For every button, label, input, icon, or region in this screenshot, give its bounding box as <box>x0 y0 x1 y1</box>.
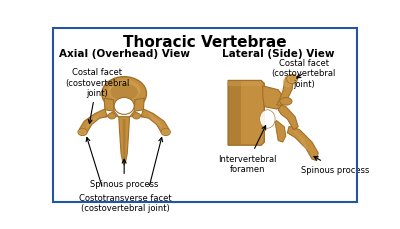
Text: Costal facet
(costovertebral
joint): Costal facet (costovertebral joint) <box>272 59 336 88</box>
Polygon shape <box>278 106 298 130</box>
Text: Lateral (Side) View: Lateral (Side) View <box>222 49 334 59</box>
Polygon shape <box>228 81 261 87</box>
Polygon shape <box>119 117 130 166</box>
Polygon shape <box>123 120 126 163</box>
Text: Costotransverse facet
(costovertebral joint): Costotransverse facet (costovertebral jo… <box>79 193 172 212</box>
Polygon shape <box>104 99 114 112</box>
Text: Intervertebral
foramen: Intervertebral foramen <box>218 126 277 173</box>
Text: Spinous process: Spinous process <box>90 160 158 188</box>
Ellipse shape <box>280 98 292 106</box>
Ellipse shape <box>163 130 169 135</box>
Polygon shape <box>134 99 144 112</box>
Ellipse shape <box>161 129 170 136</box>
Ellipse shape <box>80 130 86 135</box>
Polygon shape <box>263 87 283 109</box>
Polygon shape <box>228 81 264 146</box>
Polygon shape <box>287 127 318 161</box>
Polygon shape <box>228 81 241 146</box>
Ellipse shape <box>288 76 296 83</box>
Polygon shape <box>141 109 169 136</box>
Ellipse shape <box>114 98 134 115</box>
Polygon shape <box>147 113 163 129</box>
Ellipse shape <box>287 75 297 84</box>
Ellipse shape <box>102 77 146 111</box>
Ellipse shape <box>260 110 275 129</box>
Ellipse shape <box>110 84 138 101</box>
Ellipse shape <box>283 77 292 88</box>
Ellipse shape <box>133 113 140 120</box>
Polygon shape <box>86 113 101 129</box>
Text: Axial (Overhead) View: Axial (Overhead) View <box>59 49 190 59</box>
Text: Thoracic Vertebrae: Thoracic Vertebrae <box>123 35 287 50</box>
Ellipse shape <box>108 113 116 120</box>
Polygon shape <box>292 130 309 152</box>
Text: Spinous process: Spinous process <box>301 157 370 174</box>
Ellipse shape <box>78 129 87 136</box>
Polygon shape <box>275 121 286 142</box>
Polygon shape <box>80 109 107 136</box>
Text: Costal facet
(costovertebral
joint): Costal facet (costovertebral joint) <box>65 68 129 124</box>
Ellipse shape <box>108 80 140 102</box>
Polygon shape <box>277 76 294 106</box>
Polygon shape <box>130 112 144 117</box>
Polygon shape <box>105 112 119 117</box>
